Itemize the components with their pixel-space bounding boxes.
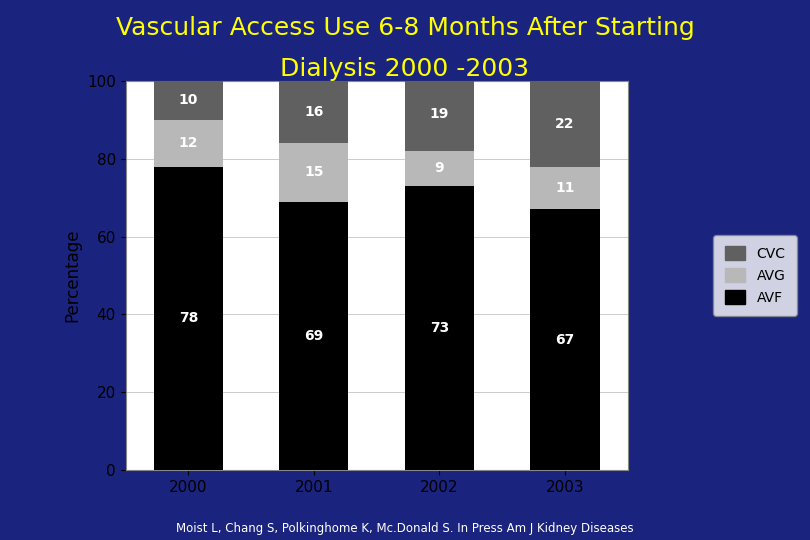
- Bar: [531, 81, 599, 166]
- Text: Dialysis 2000 -2003: Dialysis 2000 -2003: [280, 57, 530, 80]
- Bar: [154, 166, 223, 470]
- Bar: [154, 120, 223, 166]
- Text: 22: 22: [555, 117, 575, 131]
- Bar: [154, 81, 223, 120]
- Text: 78: 78: [179, 311, 198, 325]
- Text: 19: 19: [430, 107, 449, 121]
- Text: 73: 73: [430, 321, 449, 335]
- Text: Vascular Access Use 6-8 Months After Starting: Vascular Access Use 6-8 Months After Sta…: [116, 16, 694, 40]
- Bar: [279, 143, 348, 201]
- Bar: [531, 210, 599, 470]
- Bar: [405, 77, 474, 151]
- Text: 67: 67: [556, 333, 574, 347]
- Text: 10: 10: [179, 93, 198, 107]
- Text: 9: 9: [435, 161, 444, 176]
- Bar: [279, 201, 348, 470]
- Text: 12: 12: [178, 136, 198, 150]
- Text: 69: 69: [305, 329, 323, 343]
- Text: 16: 16: [305, 105, 323, 119]
- Text: Moist L, Chang S, Polkinghome K, Mc.Donald S. In Press Am J Kidney Diseases: Moist L, Chang S, Polkinghome K, Mc.Dona…: [177, 522, 633, 535]
- Bar: [405, 151, 474, 186]
- Bar: [405, 186, 474, 470]
- Bar: [531, 166, 599, 210]
- Legend: CVC, AVG, AVF: CVC, AVG, AVF: [714, 235, 796, 316]
- Text: 11: 11: [555, 181, 575, 195]
- Bar: [279, 81, 348, 143]
- Y-axis label: Percentage: Percentage: [63, 228, 81, 322]
- Text: 15: 15: [304, 165, 324, 179]
